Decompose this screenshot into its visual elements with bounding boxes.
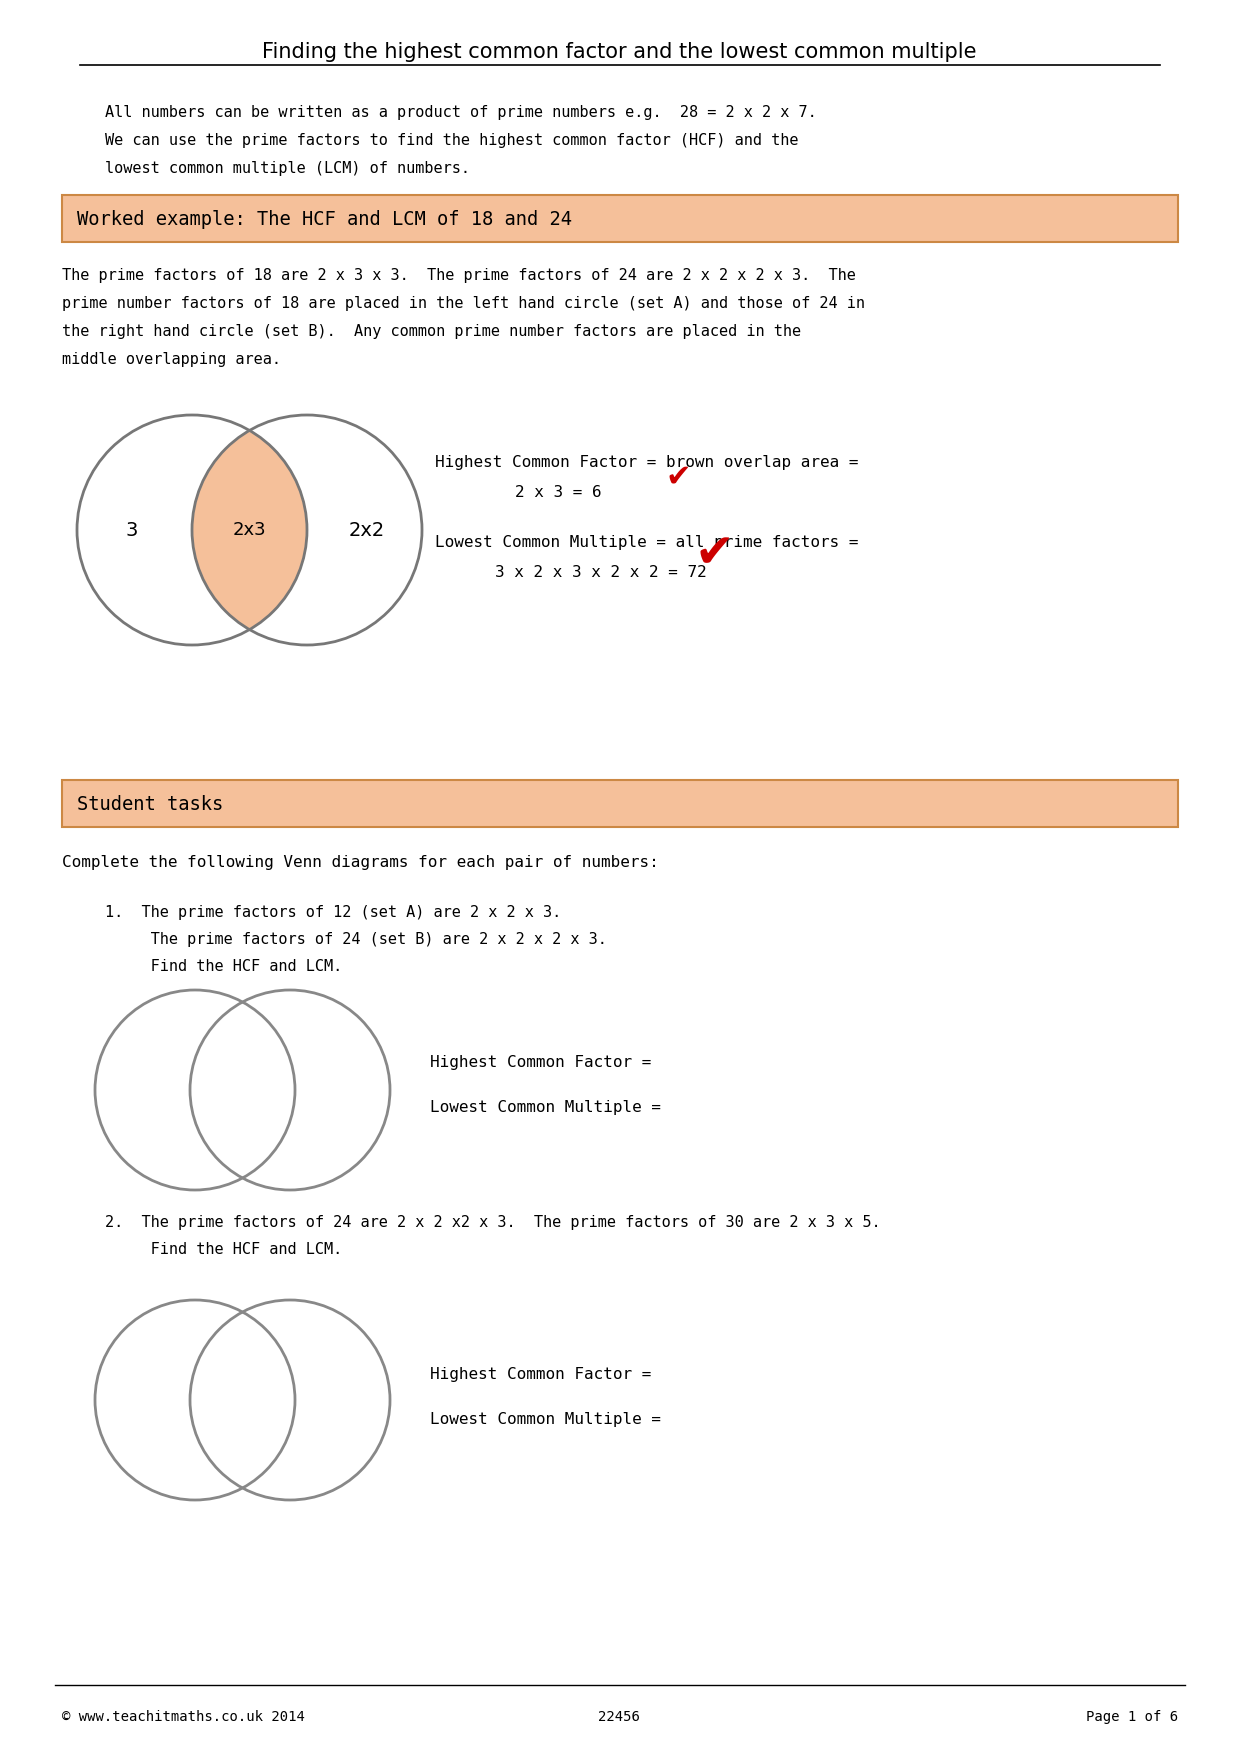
Text: the right hand circle (set B).  Any common prime number factors are placed in th: the right hand circle (set B). Any commo… bbox=[62, 324, 802, 339]
Text: Find the HCF and LCM.: Find the HCF and LCM. bbox=[105, 1242, 342, 1258]
Text: 3: 3 bbox=[126, 521, 139, 540]
Text: Lowest Common Multiple = all prime factors =: Lowest Common Multiple = all prime facto… bbox=[435, 535, 859, 551]
Text: lowest common multiple (LCM) of numbers.: lowest common multiple (LCM) of numbers. bbox=[105, 161, 470, 175]
Text: We can use the prime factors to find the highest common factor (HCF) and the: We can use the prime factors to find the… bbox=[105, 133, 798, 147]
Text: Page 1 of 6: Page 1 of 6 bbox=[1085, 1710, 1178, 1724]
Text: ✔: ✔ bbox=[665, 463, 690, 491]
Text: 2x3: 2x3 bbox=[233, 521, 266, 538]
Text: 2 x 3 = 6: 2 x 3 = 6 bbox=[515, 486, 602, 500]
Text: 2x2: 2x2 bbox=[349, 521, 385, 540]
Text: Lowest Common Multiple =: Lowest Common Multiple = bbox=[430, 1100, 660, 1116]
Text: The prime factors of 18 are 2 x 3 x 3.  The prime factors of 24 are 2 x 2 x 2 x : The prime factors of 18 are 2 x 3 x 3. T… bbox=[62, 268, 856, 282]
Text: Highest Common Factor =: Highest Common Factor = bbox=[430, 1054, 652, 1070]
Text: Complete the following Venn diagrams for each pair of numbers:: Complete the following Venn diagrams for… bbox=[62, 854, 659, 870]
Text: Worked example: The HCF and LCM of 18 and 24: Worked example: The HCF and LCM of 18 an… bbox=[77, 210, 572, 230]
Text: Student tasks: Student tasks bbox=[77, 795, 223, 814]
Text: 2.  The prime factors of 24 are 2 x 2 x2 x 3.  The prime factors of 30 are 2 x 3: 2. The prime factors of 24 are 2 x 2 x2 … bbox=[105, 1216, 881, 1230]
FancyBboxPatch shape bbox=[62, 781, 1178, 826]
Text: 1.  The prime factors of 12 (set A) are 2 x 2 x 3.: 1. The prime factors of 12 (set A) are 2… bbox=[105, 905, 561, 921]
FancyBboxPatch shape bbox=[62, 195, 1178, 242]
Text: Finding the highest common factor and the lowest common multiple: Finding the highest common factor and th… bbox=[261, 42, 976, 61]
Text: ✔: ✔ bbox=[695, 533, 735, 577]
Text: 3 x 2 x 3 x 2 x 2 = 72: 3 x 2 x 3 x 2 x 2 = 72 bbox=[496, 565, 706, 581]
Polygon shape bbox=[192, 430, 307, 630]
Text: The prime factors of 24 (set B) are 2 x 2 x 2 x 3.: The prime factors of 24 (set B) are 2 x … bbox=[105, 931, 607, 947]
Text: Highest Common Factor =: Highest Common Factor = bbox=[430, 1366, 652, 1382]
Text: Lowest Common Multiple =: Lowest Common Multiple = bbox=[430, 1412, 660, 1428]
Text: middle overlapping area.: middle overlapping area. bbox=[62, 353, 281, 367]
Text: prime number factors of 18 are placed in the left hand circle (set A) and those : prime number factors of 18 are placed in… bbox=[62, 296, 865, 310]
Text: All numbers can be written as a product of prime numbers e.g.  28 = 2 x 2 x 7.: All numbers can be written as a product … bbox=[105, 105, 817, 119]
Text: Find the HCF and LCM.: Find the HCF and LCM. bbox=[105, 959, 342, 973]
Text: © www.teachitmaths.co.uk 2014: © www.teachitmaths.co.uk 2014 bbox=[62, 1710, 305, 1724]
Text: 22456: 22456 bbox=[598, 1710, 639, 1724]
Text: Highest Common Factor = brown overlap area =: Highest Common Factor = brown overlap ar… bbox=[435, 454, 859, 470]
